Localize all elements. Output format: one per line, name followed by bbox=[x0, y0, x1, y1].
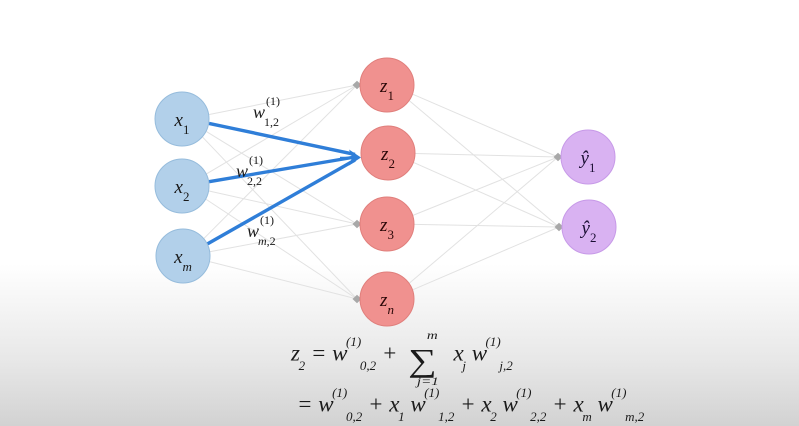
svg-text:2,2: 2,2 bbox=[247, 174, 262, 188]
svg-text:(1): (1) bbox=[249, 153, 263, 167]
svg-text:m,2: m,2 bbox=[258, 234, 276, 248]
svg-text:(1): (1) bbox=[260, 213, 274, 227]
svg-text:1,2: 1,2 bbox=[264, 115, 279, 129]
svg-text:(1): (1) bbox=[266, 94, 280, 108]
